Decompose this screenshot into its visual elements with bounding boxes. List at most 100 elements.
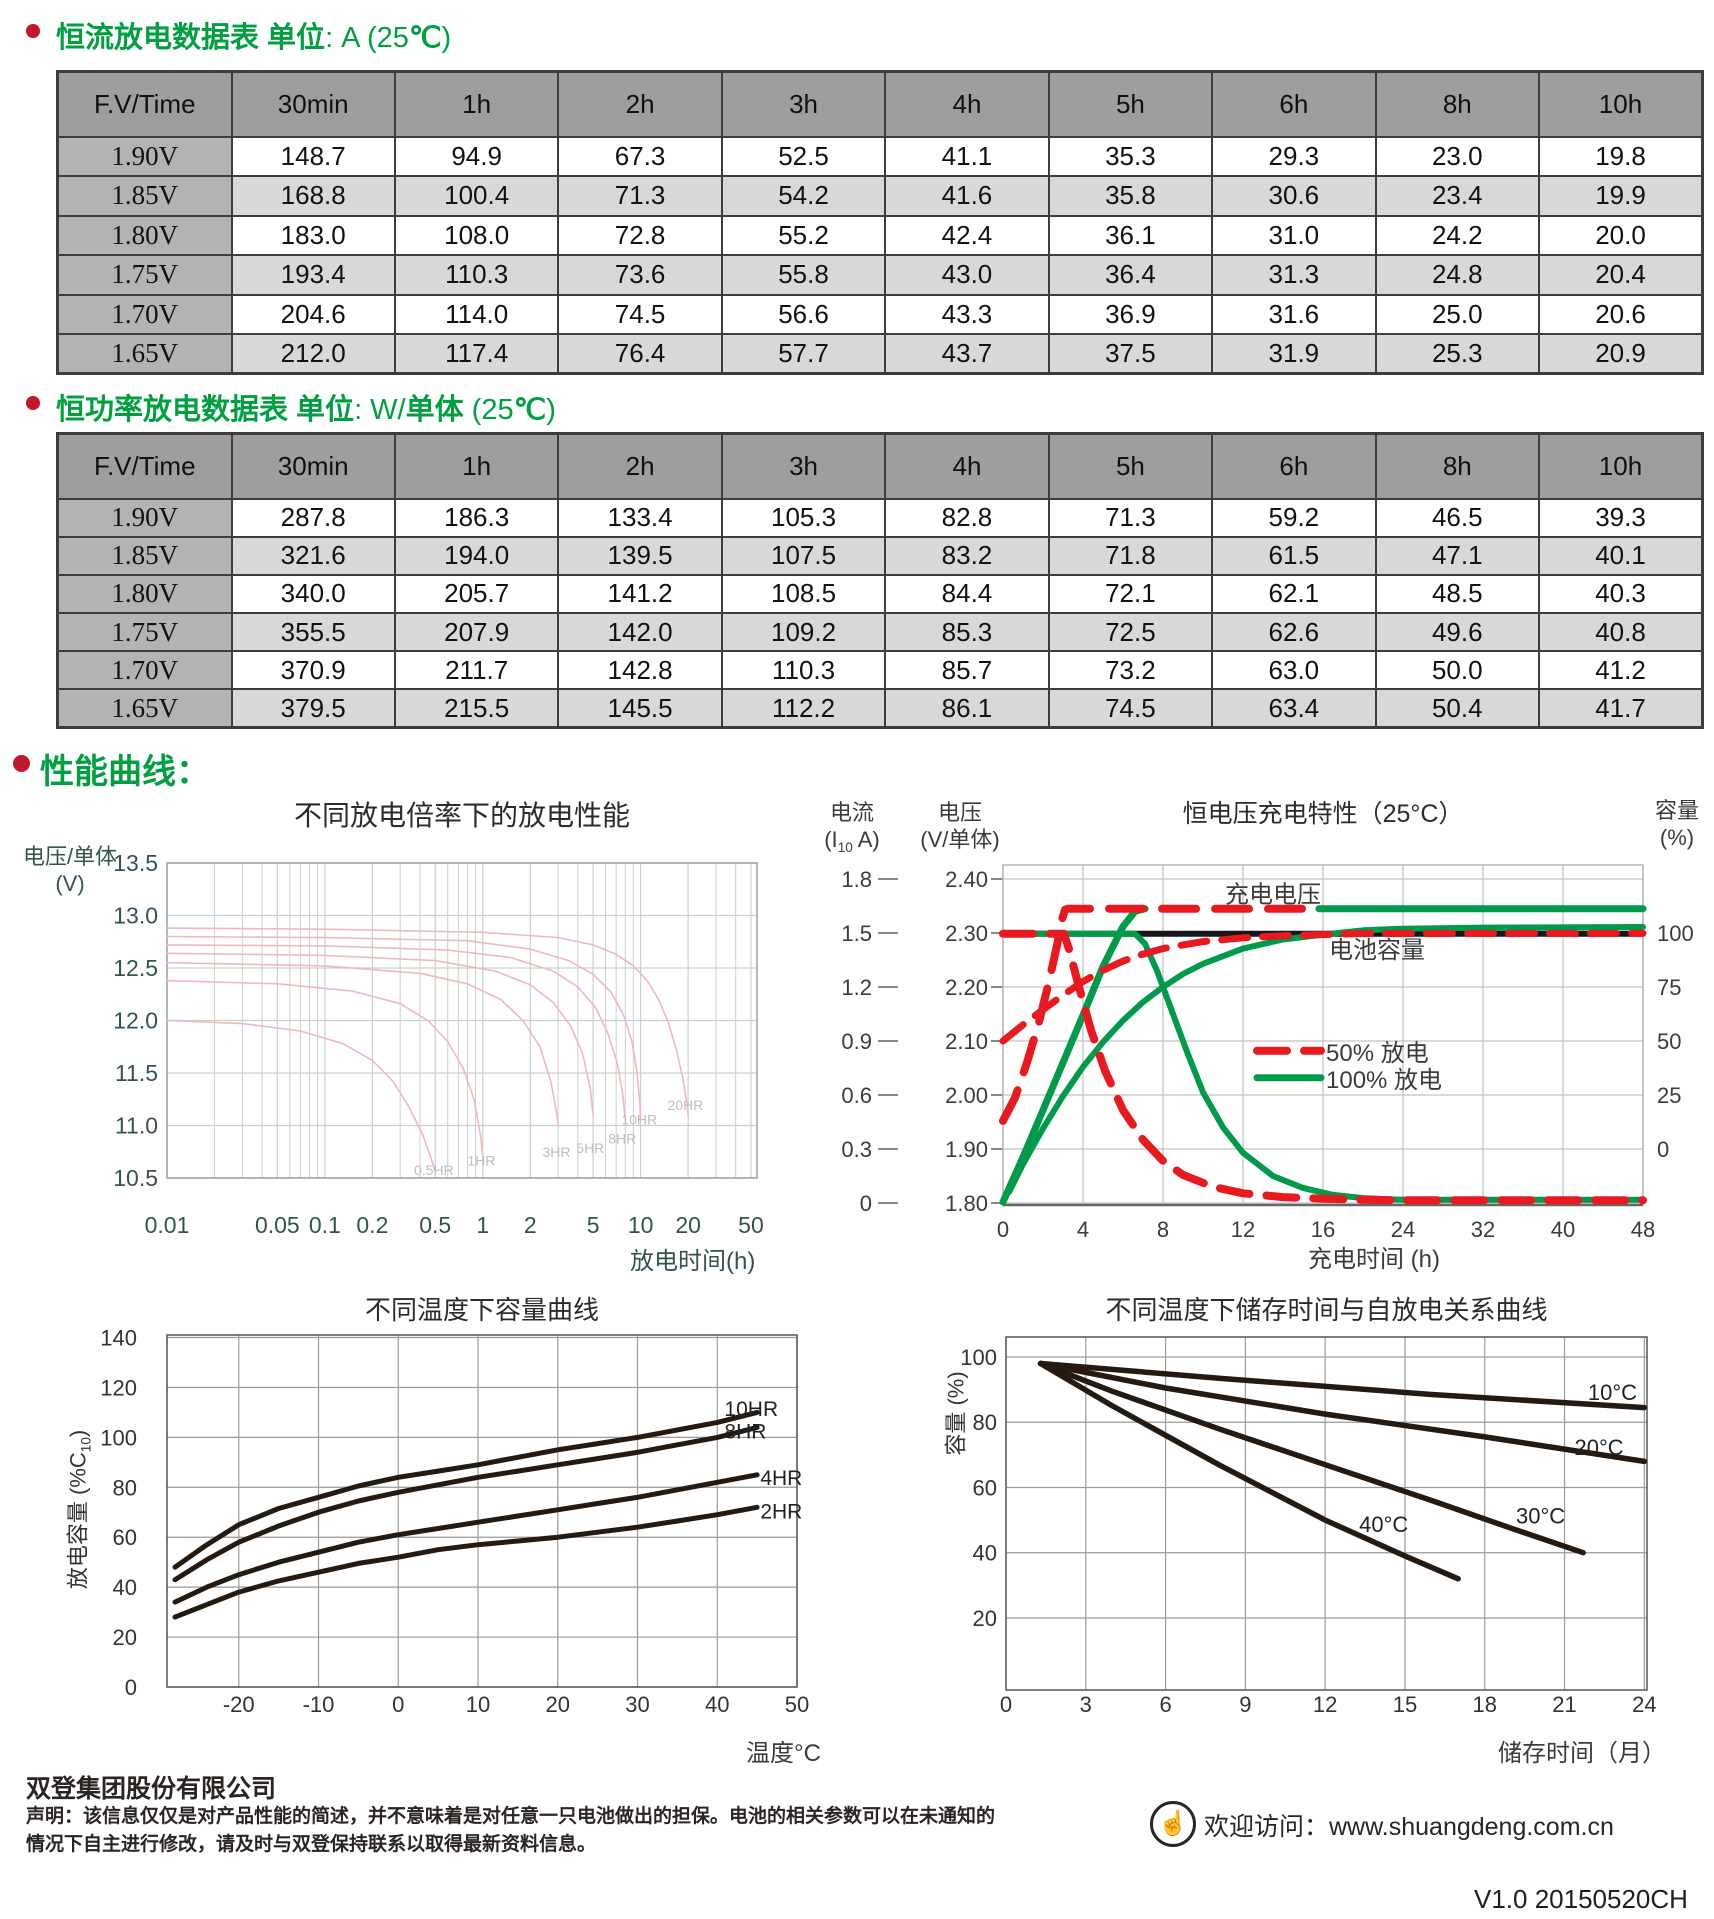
svg-text:40: 40 xyxy=(705,1692,729,1717)
svg-text:50: 50 xyxy=(785,1692,809,1717)
data-cell: 24.8 xyxy=(1374,254,1541,296)
svg-text:10: 10 xyxy=(466,1692,490,1717)
chart-annotation: 40°C xyxy=(1359,1512,1408,1537)
chart-annotation: 20HR xyxy=(667,1097,703,1113)
svg-text:6: 6 xyxy=(1159,1692,1171,1717)
data-cell: 85.7 xyxy=(884,650,1050,691)
data-cell: 43.3 xyxy=(884,293,1050,335)
charge-current-50pct xyxy=(999,929,1647,1205)
data-cell: 212.0 xyxy=(230,333,396,375)
chart-annotation: 20°C xyxy=(1575,1435,1624,1460)
data-cell: 36.1 xyxy=(1047,214,1214,256)
constant-current-discharge-table: F.V/Time 30min 1h 2h 3h 4h 5h 6h 8h 10h 1.90V 148.7… xyxy=(56,70,1704,375)
data-cell: 183.0 xyxy=(230,214,396,256)
chart-annotation: 50% 放电 xyxy=(1326,1040,1429,1067)
data-cell: 287.8 xyxy=(230,497,396,538)
table-row: 1.90V 287.8 186.3 133.4 105.3 82.8 71.3 59.2 46.… xyxy=(56,497,1704,538)
column-header: 5h xyxy=(1047,70,1214,138)
axis-label-line: 电压 xyxy=(937,800,982,825)
data-cell: 207.9 xyxy=(393,612,560,653)
data-cell: 43.0 xyxy=(884,254,1050,296)
data-cell: 72.8 xyxy=(557,214,723,256)
data-cell: 204.6 xyxy=(230,293,396,335)
svg-text:40: 40 xyxy=(973,1541,997,1566)
data-cell: 110.3 xyxy=(393,254,560,296)
text-part: 恒功率放电数据表 单位 xyxy=(56,394,355,426)
charge-voltage-100pct-rise xyxy=(999,905,1149,1206)
svg-text:0: 0 xyxy=(997,1217,1009,1242)
curve-10hr xyxy=(166,935,642,1122)
data-cell: 55.2 xyxy=(720,214,887,256)
row-label: 1.70V xyxy=(56,293,233,335)
data-cell: 57.7 xyxy=(720,333,887,375)
data-cell: 39.3 xyxy=(1538,497,1704,538)
svg-text:20: 20 xyxy=(546,1692,570,1717)
section-title-performance-curves: 性能曲线： xyxy=(40,744,210,793)
svg-text:16: 16 xyxy=(1311,1217,1335,1242)
curve-8hr xyxy=(166,944,627,1122)
data-cell: 112.2 xyxy=(720,688,887,729)
capacity-4hr xyxy=(172,1472,760,1605)
row-label: 1.65V xyxy=(56,333,233,375)
bullet-icon xyxy=(26,24,40,38)
data-cell: 23.4 xyxy=(1374,175,1541,217)
chart-annotation: 100% 放电 xyxy=(1326,1067,1442,1094)
column-header: 1h xyxy=(393,70,560,138)
data-cell: 141.2 xyxy=(557,573,723,615)
column-header: 30min xyxy=(230,70,396,138)
text-part: (I xyxy=(824,827,838,852)
axis-label-capacity: 容量 (%) xyxy=(1627,797,1714,851)
column-header: 2h xyxy=(557,432,723,500)
constant-power-discharge-table: F.V/Time 30min 1h 2h 3h 4h 5h 6h 8h 10h 1.90V 287.8… xyxy=(56,432,1704,730)
column-header: 6h xyxy=(1211,432,1377,500)
row-label: 1.75V xyxy=(56,612,233,653)
data-cell: 194.0 xyxy=(393,535,560,576)
svg-text:-20: -20 xyxy=(223,1692,255,1717)
curve-20hr xyxy=(166,927,689,1116)
website-link[interactable]: 欢迎访问：www.shuangdeng.com.cn xyxy=(1204,1813,1614,1841)
svg-text:0.1: 0.1 xyxy=(309,1212,341,1238)
chart-title-self-discharge: 不同温度下储存时间与自放电关系曲线 xyxy=(1105,1295,1548,1325)
document-version: V1.0 20150520CH xyxy=(1474,1884,1688,1914)
data-cell: 105.3 xyxy=(720,497,887,538)
svg-text:1.2: 1.2 xyxy=(841,975,872,1000)
data-cell: 31.0 xyxy=(1211,214,1377,256)
data-cell: 35.3 xyxy=(1047,135,1214,177)
data-cell: 20.0 xyxy=(1538,214,1704,256)
data-cell: 50.4 xyxy=(1374,688,1541,729)
row-label: 1.90V xyxy=(56,135,233,177)
svg-text:21: 21 xyxy=(1552,1692,1576,1717)
data-cell: 73.2 xyxy=(1047,650,1214,691)
data-cell: 321.6 xyxy=(230,535,396,576)
storage-20c xyxy=(1037,1360,1648,1465)
data-cell: 109.2 xyxy=(720,612,887,653)
axis-label-voltage: 电压 (V/单体) xyxy=(905,799,1015,853)
chart-annotation: 2HR xyxy=(760,1500,802,1523)
svg-text:20: 20 xyxy=(675,1212,701,1238)
text-part: : W/ xyxy=(354,394,406,426)
data-cell: 114.0 xyxy=(393,293,560,335)
svg-text:24: 24 xyxy=(1391,1217,1415,1242)
svg-text:60: 60 xyxy=(973,1475,997,1500)
data-cell: 52.5 xyxy=(720,135,887,177)
svg-text:20: 20 xyxy=(973,1606,997,1631)
svg-text:25: 25 xyxy=(1657,1083,1681,1108)
data-cell: 41.6 xyxy=(884,175,1050,217)
data-cell: 73.6 xyxy=(557,254,723,296)
data-cell: 40.8 xyxy=(1538,612,1704,653)
svg-text:2.30: 2.30 xyxy=(945,921,988,946)
axis-label-line: 电流 xyxy=(829,800,874,825)
svg-text:0.3: 0.3 xyxy=(841,1137,872,1162)
pointing-hand-icon: ☝ xyxy=(1150,1801,1196,1847)
data-cell: 25.0 xyxy=(1374,293,1541,335)
data-cell: 55.8 xyxy=(720,254,887,296)
data-cell: 72.5 xyxy=(1047,612,1214,653)
data-cell: 215.5 xyxy=(393,688,560,729)
data-cell: 62.6 xyxy=(1211,612,1377,653)
svg-text:0.01: 0.01 xyxy=(145,1212,190,1238)
svg-text:12.0: 12.0 xyxy=(113,1008,158,1034)
data-cell: 19.9 xyxy=(1538,175,1704,217)
text-part: ℃ xyxy=(408,22,442,54)
text-part: ) xyxy=(441,22,452,54)
axis-label-voltage-per-cell: 电压/单体 (V) xyxy=(20,843,120,897)
